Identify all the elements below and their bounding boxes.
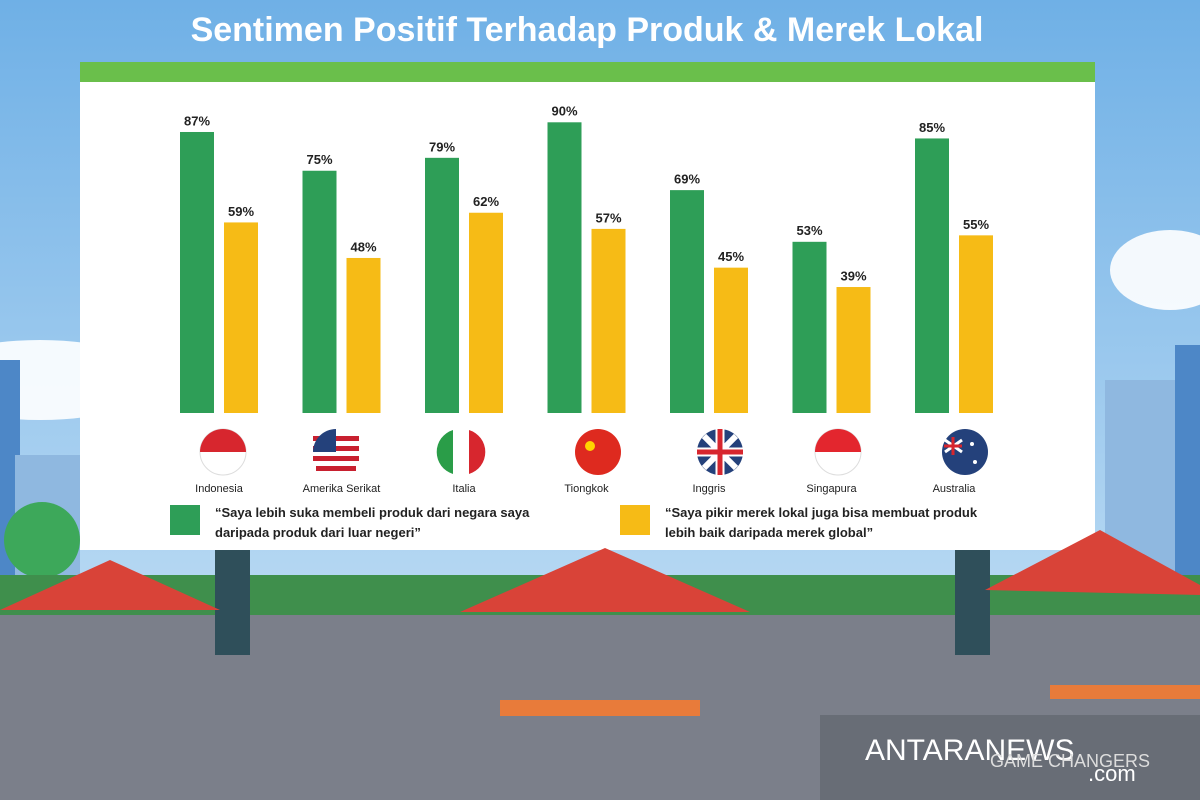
flag-italy: [436, 429, 486, 475]
value-label: 75%: [306, 152, 332, 167]
legend-label: “Saya lebih suka membeli produk dari neg…: [215, 505, 530, 540]
bar: [224, 222, 258, 413]
flag-australia: [942, 429, 988, 475]
value-label: 62%: [473, 194, 499, 209]
stall-table: [1050, 685, 1200, 699]
value-label: 57%: [595, 210, 621, 225]
x-tick-label: Australia: [933, 483, 977, 495]
watermark: .com: [1088, 761, 1136, 786]
billboard-top: [80, 62, 1095, 82]
bar: [180, 131, 214, 414]
x-tick-label: Inggris: [692, 483, 726, 495]
value-label: 79%: [429, 139, 455, 154]
x-tick-label: Amerika Serikat: [303, 483, 381, 495]
billboard-post: [215, 545, 250, 655]
flags: [199, 428, 988, 476]
flag-singapore: [814, 428, 862, 476]
x-tick-label: Indonesia: [195, 483, 244, 495]
x-tick-label: Singapura: [806, 483, 857, 495]
bar: [547, 122, 582, 414]
value-label: 59%: [228, 204, 254, 219]
umbrella: [460, 548, 750, 612]
umbrella: [0, 560, 220, 610]
bar: [302, 170, 337, 413]
bar: [591, 228, 626, 413]
bar: [959, 235, 993, 413]
bar: [792, 241, 827, 413]
flag-china: [575, 429, 621, 475]
chart-title: Sentimen Positif Terhadap Produk & Merek…: [191, 11, 984, 49]
value-label: 48%: [350, 239, 376, 254]
x-tick-label: Tiongkok: [564, 483, 609, 495]
bar: [714, 267, 748, 413]
legend-swatch: [620, 505, 650, 535]
legend-swatch: [170, 505, 200, 535]
bar: [346, 257, 381, 413]
value-label: 39%: [840, 268, 866, 283]
bar: [425, 157, 459, 413]
building: [1175, 345, 1200, 585]
watermark: ANTARANEWS: [865, 734, 1074, 767]
x-tick-label: Italia: [452, 483, 476, 495]
tree: [4, 502, 80, 578]
stall-table: [500, 700, 700, 716]
value-label: 85%: [919, 120, 945, 135]
flag-indonesia: [199, 428, 247, 476]
value-label: 53%: [796, 223, 822, 238]
bar: [469, 212, 503, 413]
legend-label: “Saya pikir merek lokal juga bisa membua…: [665, 505, 978, 540]
bar: [915, 138, 949, 413]
bar: [670, 190, 704, 413]
umbrella: [985, 530, 1200, 595]
value-label: 87%: [184, 113, 210, 128]
bar: [836, 287, 871, 413]
watermark-bg: [820, 715, 1200, 800]
cloud: [1110, 230, 1200, 310]
value-label: 45%: [718, 249, 744, 264]
flag-us: [313, 429, 359, 475]
billboard-post: [955, 545, 990, 655]
value-label: 90%: [551, 104, 577, 119]
watermark: GAME CHANGERS: [990, 751, 1150, 771]
value-label: 69%: [674, 172, 700, 187]
value-label: 55%: [963, 217, 989, 232]
flag-uk: [697, 429, 743, 475]
